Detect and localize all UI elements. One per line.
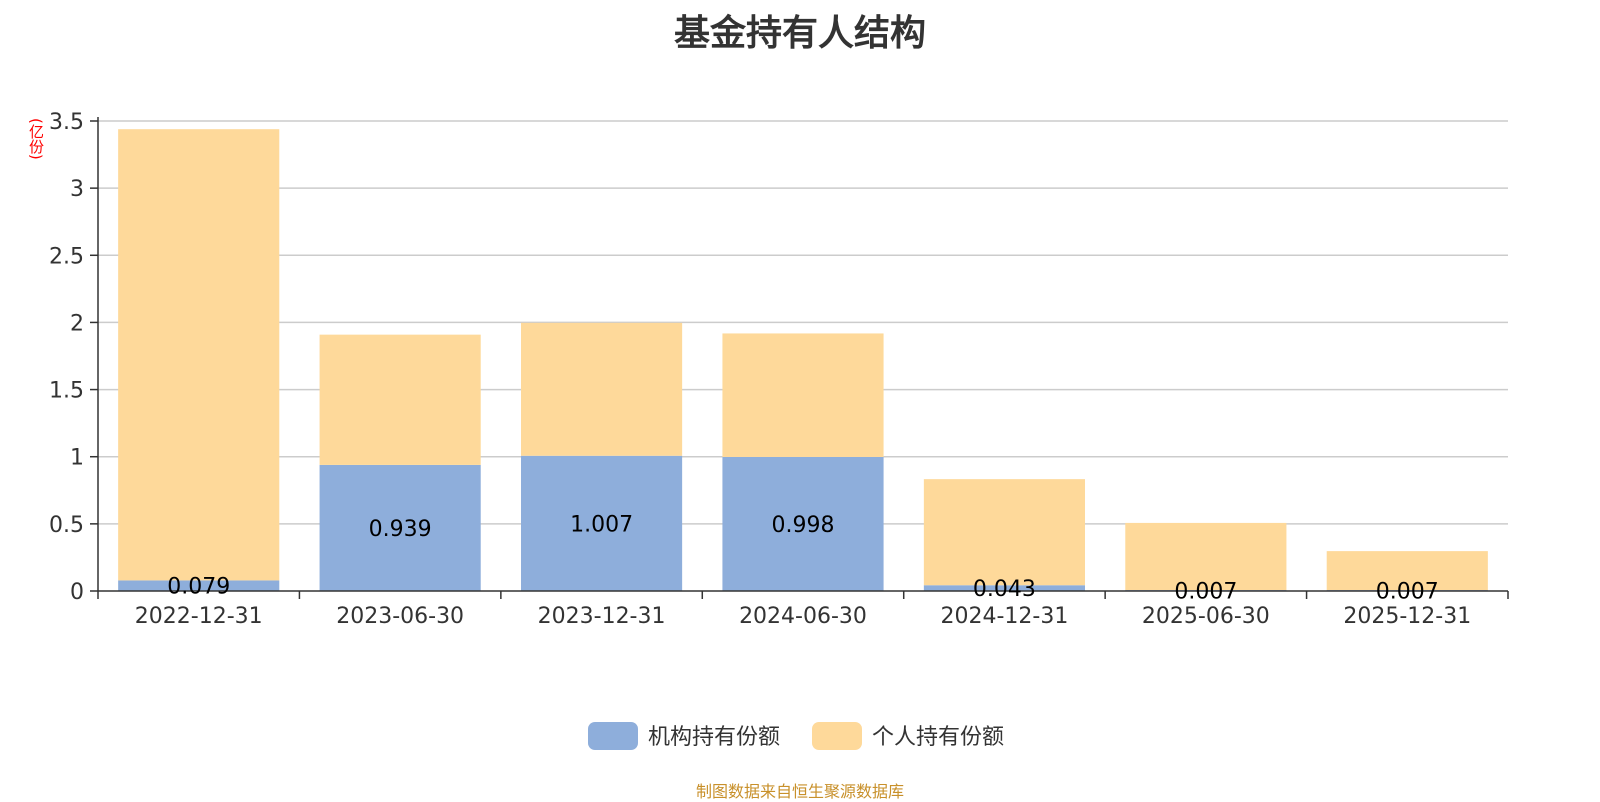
x-tick-label: 2022-12-31 bbox=[135, 604, 263, 629]
y-tick-label: 1 bbox=[70, 446, 84, 471]
legend-label: 机构持有份额 bbox=[648, 725, 780, 750]
bar-individual[interactable] bbox=[319, 334, 481, 465]
bar-data-label: 0.998 bbox=[772, 513, 835, 538]
y-tick-label: 3 bbox=[70, 177, 84, 202]
x-tick-label: 2024-06-30 bbox=[739, 604, 867, 629]
y-axis-unit-label: (亿份) bbox=[27, 118, 45, 160]
x-tick-label: 2024-12-31 bbox=[940, 604, 1068, 629]
y-tick-label: 3.5 bbox=[49, 110, 84, 135]
bar-institutional[interactable] bbox=[521, 455, 683, 591]
x-tick-label: 2025-06-30 bbox=[1142, 604, 1270, 629]
y-tick-label: 1.5 bbox=[49, 379, 84, 404]
legend-item-institutional[interactable]: 机构持有份额 bbox=[588, 722, 780, 750]
bar-data-label: 0.079 bbox=[167, 575, 230, 600]
bar-data-label: 0.939 bbox=[369, 517, 432, 542]
chart-title: 基金持有人结构 bbox=[673, 13, 926, 54]
bar-institutional[interactable] bbox=[319, 464, 481, 591]
bar-data-label: 0.007 bbox=[1376, 580, 1439, 605]
bar-institutional[interactable] bbox=[923, 585, 1085, 591]
bars bbox=[118, 129, 1488, 591]
y-tick-label: 2 bbox=[70, 311, 84, 336]
y-tick-label: 0 bbox=[70, 580, 84, 605]
bar-individual[interactable] bbox=[1125, 522, 1287, 591]
bar-data-label: 0.043 bbox=[973, 577, 1036, 602]
bar-data-label: 1.007 bbox=[570, 512, 633, 537]
axes: 0 0.5 1 1.5 2 2.5 3 3.5 2022-12-31 2023-06-30 2023… bbox=[49, 110, 1509, 629]
bar-data-label: 0.007 bbox=[1174, 580, 1237, 605]
bar-individual[interactable] bbox=[923, 479, 1085, 586]
source-note: 制图数据来自恒生聚源数据库 bbox=[695, 782, 904, 801]
bar-individual[interactable] bbox=[722, 333, 884, 457]
bar-individual[interactable] bbox=[521, 322, 683, 456]
x-tick-label: 2023-12-31 bbox=[538, 604, 666, 629]
y-tick-label: 2.5 bbox=[49, 244, 84, 269]
bar-institutional[interactable] bbox=[722, 456, 884, 591]
legend[interactable]: 机构持有份额 个人持有份额 bbox=[588, 722, 1004, 750]
legend-label: 个人持有份额 bbox=[872, 725, 1004, 750]
legend-item-individual[interactable]: 个人持有份额 bbox=[812, 722, 1004, 750]
bar-individual[interactable] bbox=[118, 129, 280, 581]
x-tick-label: 2023-06-30 bbox=[336, 604, 464, 629]
x-tick-label: 2025-12-31 bbox=[1343, 604, 1471, 629]
legend-swatch bbox=[812, 722, 862, 750]
y-tick-label: 0.5 bbox=[49, 513, 84, 538]
data-labels: 0.079 0.939 1.007 0.998 0.043 0.007 0.007 bbox=[167, 512, 1439, 604]
bar-institutional[interactable] bbox=[118, 580, 280, 591]
legend-swatch bbox=[588, 722, 638, 750]
bar-individual[interactable] bbox=[1326, 551, 1488, 591]
